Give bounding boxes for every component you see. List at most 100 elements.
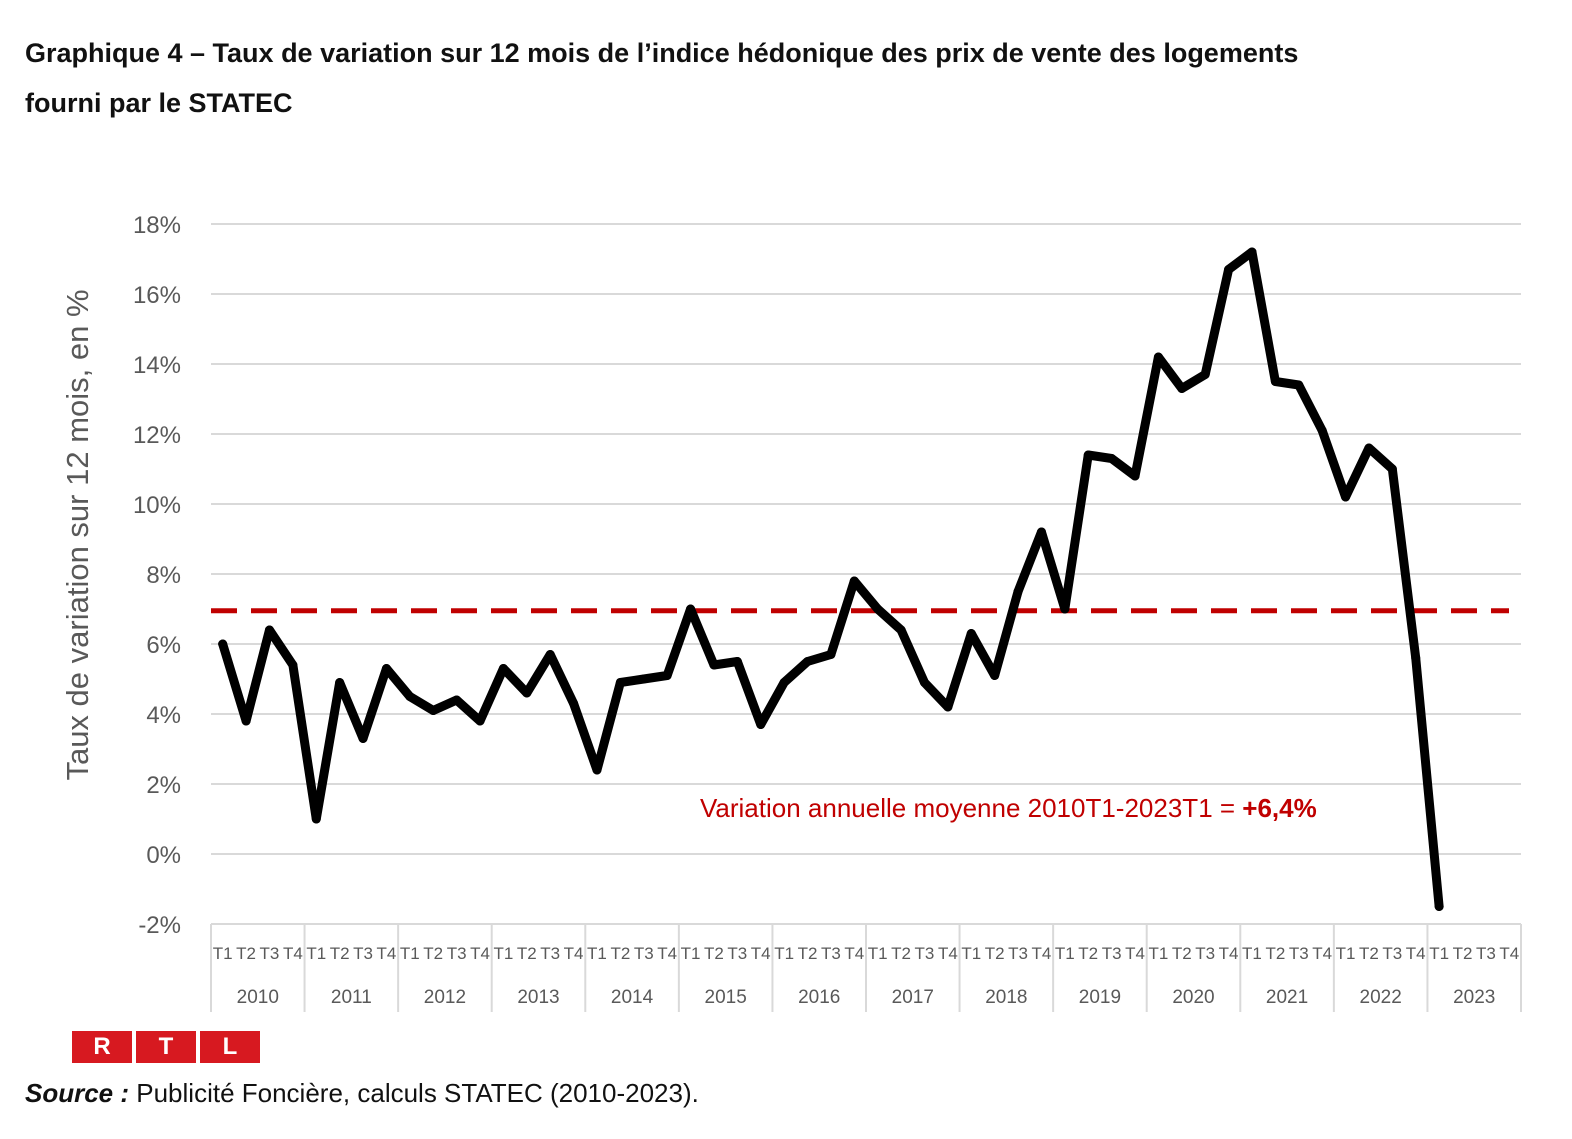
quarter-tick-label: T1 bbox=[681, 944, 701, 963]
chart-title-line-2: fourni par le STATEC bbox=[25, 88, 293, 118]
quarter-tick-label: T1 bbox=[213, 944, 233, 963]
year-tick-label: 2022 bbox=[1360, 987, 1402, 1008]
quarter-tick-label: T2 bbox=[330, 944, 350, 963]
data-point bbox=[358, 734, 368, 743]
quarter-tick-label: T2 bbox=[1359, 944, 1379, 963]
data-point bbox=[873, 604, 883, 614]
data-point bbox=[264, 625, 274, 635]
quarter-tick-label: T3 bbox=[821, 944, 841, 963]
y-axis-ticks: -2% 0% 2% 4% 6% 8% 10% 12% 14% 16% 18% bbox=[133, 212, 181, 939]
quarter-tick-label: T1 bbox=[587, 944, 607, 963]
quarter-tick-label: T4 bbox=[1406, 944, 1426, 963]
quarter-tick-label: T3 bbox=[1476, 944, 1496, 963]
year-tick-label: 2018 bbox=[985, 987, 1027, 1008]
quarter-tick-label: T1 bbox=[868, 944, 888, 963]
quarter-tick-label: T4 bbox=[844, 944, 864, 963]
data-point bbox=[662, 671, 672, 680]
line-chart: -2%0%2%4%6%8%10%12%14%16%18% T1 T2 T3 T4201… bbox=[60, 212, 1522, 1012]
quarter-tick-label: T4 bbox=[751, 944, 771, 963]
data-point bbox=[1036, 527, 1046, 537]
data-point bbox=[990, 671, 1000, 680]
quarter-tick-label: T1 bbox=[400, 944, 420, 963]
year-tick-label: 2015 bbox=[705, 987, 747, 1008]
data-point bbox=[1270, 377, 1280, 386]
quarter-tick-label: T2 bbox=[423, 944, 443, 963]
data-point bbox=[732, 657, 742, 666]
year-tick-label: 2012 bbox=[424, 987, 466, 1008]
data-point bbox=[545, 650, 555, 659]
y-tick-label: -2% bbox=[138, 912, 181, 939]
grid-lines bbox=[211, 223, 1521, 925]
quarter-tick-label: T3 bbox=[1008, 944, 1028, 963]
quarter-tick-label: T3 bbox=[260, 944, 280, 963]
quarter-tick-label: T2 bbox=[517, 944, 537, 963]
year-tick-label: 2016 bbox=[798, 987, 840, 1008]
y-tick-label: 0% bbox=[146, 842, 181, 869]
quarter-tick-label: T2 bbox=[610, 944, 630, 963]
quarter-tick-label: T1 bbox=[774, 944, 794, 963]
data-point bbox=[1434, 902, 1444, 911]
logo-letter-t: T bbox=[136, 1031, 196, 1063]
data-point bbox=[615, 678, 625, 687]
year-tick-label: 2019 bbox=[1079, 987, 1121, 1008]
quarter-tick-label: T4 bbox=[657, 944, 677, 963]
data-point bbox=[452, 695, 462, 705]
data-point bbox=[919, 678, 929, 687]
quarter-tick-label: T3 bbox=[727, 944, 747, 963]
data-point bbox=[826, 650, 836, 659]
data-point bbox=[779, 678, 789, 687]
data-point bbox=[288, 660, 298, 670]
average-annotation-text: Variation annuelle moyenne 2010T1-2023T1… bbox=[700, 793, 1242, 823]
quarter-tick-label: T3 bbox=[353, 944, 373, 963]
data-point bbox=[1224, 265, 1234, 274]
quarter-tick-label: T3 bbox=[540, 944, 560, 963]
data-point bbox=[335, 678, 345, 687]
quarter-tick-label: T4 bbox=[470, 944, 490, 963]
y-tick-label: 12% bbox=[133, 422, 181, 449]
data-point bbox=[849, 576, 859, 586]
data-point bbox=[218, 639, 228, 649]
quarter-tick-label: T1 bbox=[1055, 944, 1075, 963]
year-tick-label: 2017 bbox=[892, 987, 934, 1008]
quarter-tick-label: T1 bbox=[306, 944, 326, 963]
data-point bbox=[1200, 370, 1210, 379]
quarter-tick-label: T2 bbox=[1172, 944, 1192, 963]
data-point bbox=[1013, 587, 1023, 596]
data-point bbox=[1247, 247, 1257, 257]
data-point bbox=[475, 716, 485, 726]
data-point bbox=[1387, 464, 1397, 474]
quarter-tick-label: T4 bbox=[1032, 944, 1052, 963]
data-point bbox=[639, 674, 649, 684]
y-tick-label: 16% bbox=[133, 282, 181, 309]
data-point bbox=[405, 692, 415, 701]
quarter-tick-label: T2 bbox=[1078, 944, 1098, 963]
logo-letter-l: L bbox=[200, 1031, 260, 1063]
year-tick-label: 2011 bbox=[331, 987, 372, 1008]
quarter-tick-label: T4 bbox=[377, 944, 397, 963]
year-tick-label: 2013 bbox=[517, 987, 559, 1008]
year-tick-label: 2014 bbox=[611, 987, 654, 1008]
quarter-tick-label: T4 bbox=[938, 944, 958, 963]
quarter-tick-label: T1 bbox=[961, 944, 981, 963]
data-point bbox=[498, 664, 508, 673]
quarter-tick-label: T4 bbox=[1125, 944, 1145, 963]
data-point bbox=[1411, 653, 1421, 663]
chart-title-line-1: Graphique 4 – Taux de variation sur 12 m… bbox=[25, 38, 1299, 68]
quarter-tick-label: T4 bbox=[1219, 944, 1239, 963]
quarter-tick-label: T2 bbox=[236, 944, 256, 963]
quarter-tick-label: T3 bbox=[1195, 944, 1215, 963]
quarter-tick-label: T2 bbox=[704, 944, 724, 963]
y-axis-label: Taux de variation sur 12 mois, en % bbox=[60, 289, 95, 780]
data-point bbox=[1317, 426, 1327, 435]
quarter-tick-label: T3 bbox=[1102, 944, 1122, 963]
quarter-tick-label: T2 bbox=[985, 944, 1005, 963]
rtl-logo: R T L bbox=[72, 1031, 260, 1063]
quarter-tick-label: T2 bbox=[1265, 944, 1285, 963]
y-tick-label: 2% bbox=[146, 772, 181, 799]
y-tick-label: 10% bbox=[133, 492, 181, 519]
average-annotation: Variation annuelle moyenne 2010T1-2023T1… bbox=[700, 793, 1317, 823]
data-point bbox=[428, 706, 438, 715]
year-tick-label: 2010 bbox=[237, 987, 279, 1008]
data-point bbox=[1083, 450, 1093, 460]
data-point bbox=[1341, 492, 1351, 502]
